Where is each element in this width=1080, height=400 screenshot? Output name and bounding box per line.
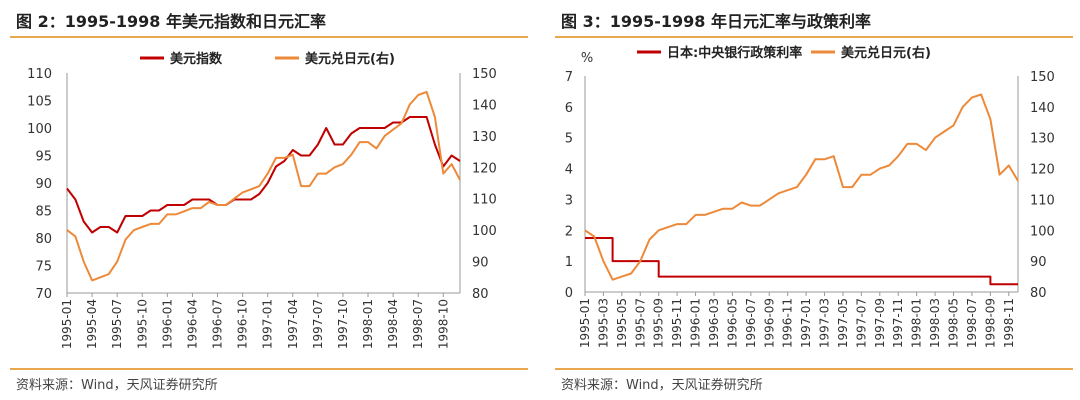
x-tick-label: 1998-09 xyxy=(983,298,997,348)
chart-title: 图 2：1995-1998 年美元指数和日元汇率 xyxy=(16,12,326,31)
chart-panel-left: 图 2：1995-1998 年美元指数和日元汇率 70 75 80 85 90 95 100… xyxy=(10,0,530,400)
x-tick-label: 1996-04 xyxy=(185,299,199,349)
x-tick-label: 1995-01 xyxy=(578,298,592,348)
x-tick-label: 1995-10 xyxy=(135,299,149,349)
x-tick-label: 1997-11 xyxy=(891,298,905,348)
chart-panel-right: 图 3：1995-1998 年日元汇率与政策利率 0 1 2 3 4 5 6 7 80 90 100… xyxy=(555,0,1075,400)
series-line-1 xyxy=(66,116,461,234)
x-tick-label: 1995-07 xyxy=(110,299,124,349)
y-axis-unit-label: % xyxy=(581,51,593,66)
x-tick-label: 1997-03 xyxy=(818,298,832,348)
chart-plot-left: 70 75 80 85 90 95 100 105 110 80 90 100 110 120 130 140… xyxy=(27,51,497,349)
source-note: 资料来源：Wind，天风证券研究所 xyxy=(16,378,218,393)
x-tick-label: 1995-11 xyxy=(670,298,684,348)
x-tick-label: 1998-10 xyxy=(436,299,450,349)
y-tick-label-left: 75 xyxy=(35,260,52,275)
source-rule xyxy=(555,368,1073,370)
x-tick-label: 1995-09 xyxy=(652,298,666,348)
legend-label: 美元兑日元(右) xyxy=(305,51,395,67)
x-tick-label: 1996-11 xyxy=(781,298,795,348)
x-tick-label: 1998-03 xyxy=(928,298,942,348)
x-tick-label: 1997-04 xyxy=(286,299,300,349)
series-line-2 xyxy=(584,93,1019,281)
y-tick-label-right: 150 xyxy=(472,67,497,82)
y-tick-label-left: 6 xyxy=(565,101,573,116)
y-tick-label-left: 5 xyxy=(565,132,573,147)
x-tick-label: 1995-04 xyxy=(85,299,99,349)
y-tick-label-right: 120 xyxy=(1030,163,1055,178)
y-tick-label-right: 100 xyxy=(1030,224,1055,239)
x-tick-label: 1998-07 xyxy=(965,298,979,348)
x-tick-label: 1997-10 xyxy=(336,299,350,349)
y-tick-label-left: 80 xyxy=(35,232,52,247)
x-tick-label: 1998-01 xyxy=(910,298,924,348)
y-tick-label-left: 110 xyxy=(27,67,52,82)
chart-title: 图 3：1995-1998 年日元汇率与政策利率 xyxy=(561,12,871,31)
series-line-2 xyxy=(66,90,461,282)
x-tick-label: 1998-01 xyxy=(361,299,375,349)
x-tick-label: 1998-07 xyxy=(411,299,425,349)
legend-label: 美元兑日元(右) xyxy=(841,45,931,61)
x-tick-label: 1997-01 xyxy=(261,299,275,349)
chart-plot-right: 0 1 2 3 4 5 6 7 80 90 100 110 120 130 140 150% 1995-01 19… xyxy=(565,45,1055,348)
x-tick-label: 1998-04 xyxy=(386,299,400,349)
y-tick-label-left: 1 xyxy=(565,255,573,270)
x-tick-label: 1996-07 xyxy=(744,298,758,348)
x-tick-label: 1997-09 xyxy=(873,298,887,348)
legend-label: 美元指数 xyxy=(170,51,223,67)
x-tick-label: 1997-05 xyxy=(836,298,850,348)
series-line-1 xyxy=(585,237,1018,286)
x-tick-label: 1998-05 xyxy=(947,298,961,348)
y-tick-label-left: 85 xyxy=(35,205,52,220)
x-tick-label: 1996-01 xyxy=(689,298,703,348)
y-tick-label-right: 90 xyxy=(1030,255,1047,270)
y-tick-label-left: 0 xyxy=(565,286,573,301)
y-tick-label-right: 140 xyxy=(472,98,497,113)
y-tick-label-left: 2 xyxy=(565,224,573,239)
x-tick-label: 1996-05 xyxy=(725,298,739,348)
x-tick-label: 1996-09 xyxy=(762,298,776,348)
x-tick-label: 1995-01 xyxy=(60,299,74,349)
y-tick-label-right: 100 xyxy=(472,224,497,239)
y-tick-label-left: 4 xyxy=(565,163,573,178)
y-tick-label-left: 105 xyxy=(27,95,52,110)
title-rule xyxy=(555,36,1073,38)
x-tick-label: 1997-01 xyxy=(799,298,813,348)
title-rule xyxy=(10,36,528,38)
x-tick-label: 1997-07 xyxy=(854,298,868,348)
y-tick-label-right: 90 xyxy=(472,256,489,271)
y-tick-label-right: 150 xyxy=(1030,70,1055,85)
x-tick-label: 1996-07 xyxy=(211,299,225,349)
y-tick-label-right: 120 xyxy=(472,161,497,176)
y-tick-label-right: 110 xyxy=(1030,193,1055,208)
source-note: 资料来源：Wind，天风证券研究所 xyxy=(561,378,763,393)
x-tick-label: 1997-07 xyxy=(311,299,325,349)
x-tick-label: 1998-11 xyxy=(1002,298,1016,348)
x-tick-label: 1995-03 xyxy=(596,298,610,348)
y-tick-label-right: 140 xyxy=(1030,101,1055,116)
y-tick-label-right: 130 xyxy=(472,130,497,145)
y-tick-label-right: 130 xyxy=(1030,132,1055,147)
legend-label: 日本:中央银行政策利率 xyxy=(667,45,802,61)
y-tick-label-left: 100 xyxy=(27,122,52,137)
y-tick-label-right: 110 xyxy=(472,193,497,208)
y-tick-label-left: 90 xyxy=(35,177,52,192)
x-tick-label: 1996-10 xyxy=(236,299,250,349)
y-tick-label-left: 95 xyxy=(35,150,52,165)
source-rule xyxy=(10,368,528,370)
x-tick-label: 1996-03 xyxy=(707,298,721,348)
y-tick-label-right: 80 xyxy=(1030,286,1047,301)
y-tick-label-left: 3 xyxy=(565,193,573,208)
x-tick-label: 1995-05 xyxy=(615,298,629,348)
x-tick-label: 1995-07 xyxy=(633,298,647,348)
y-tick-label-left: 70 xyxy=(35,287,52,302)
y-tick-label-right: 80 xyxy=(472,287,489,302)
x-tick-label: 1996-01 xyxy=(160,299,174,349)
y-tick-label-left: 7 xyxy=(565,70,573,85)
